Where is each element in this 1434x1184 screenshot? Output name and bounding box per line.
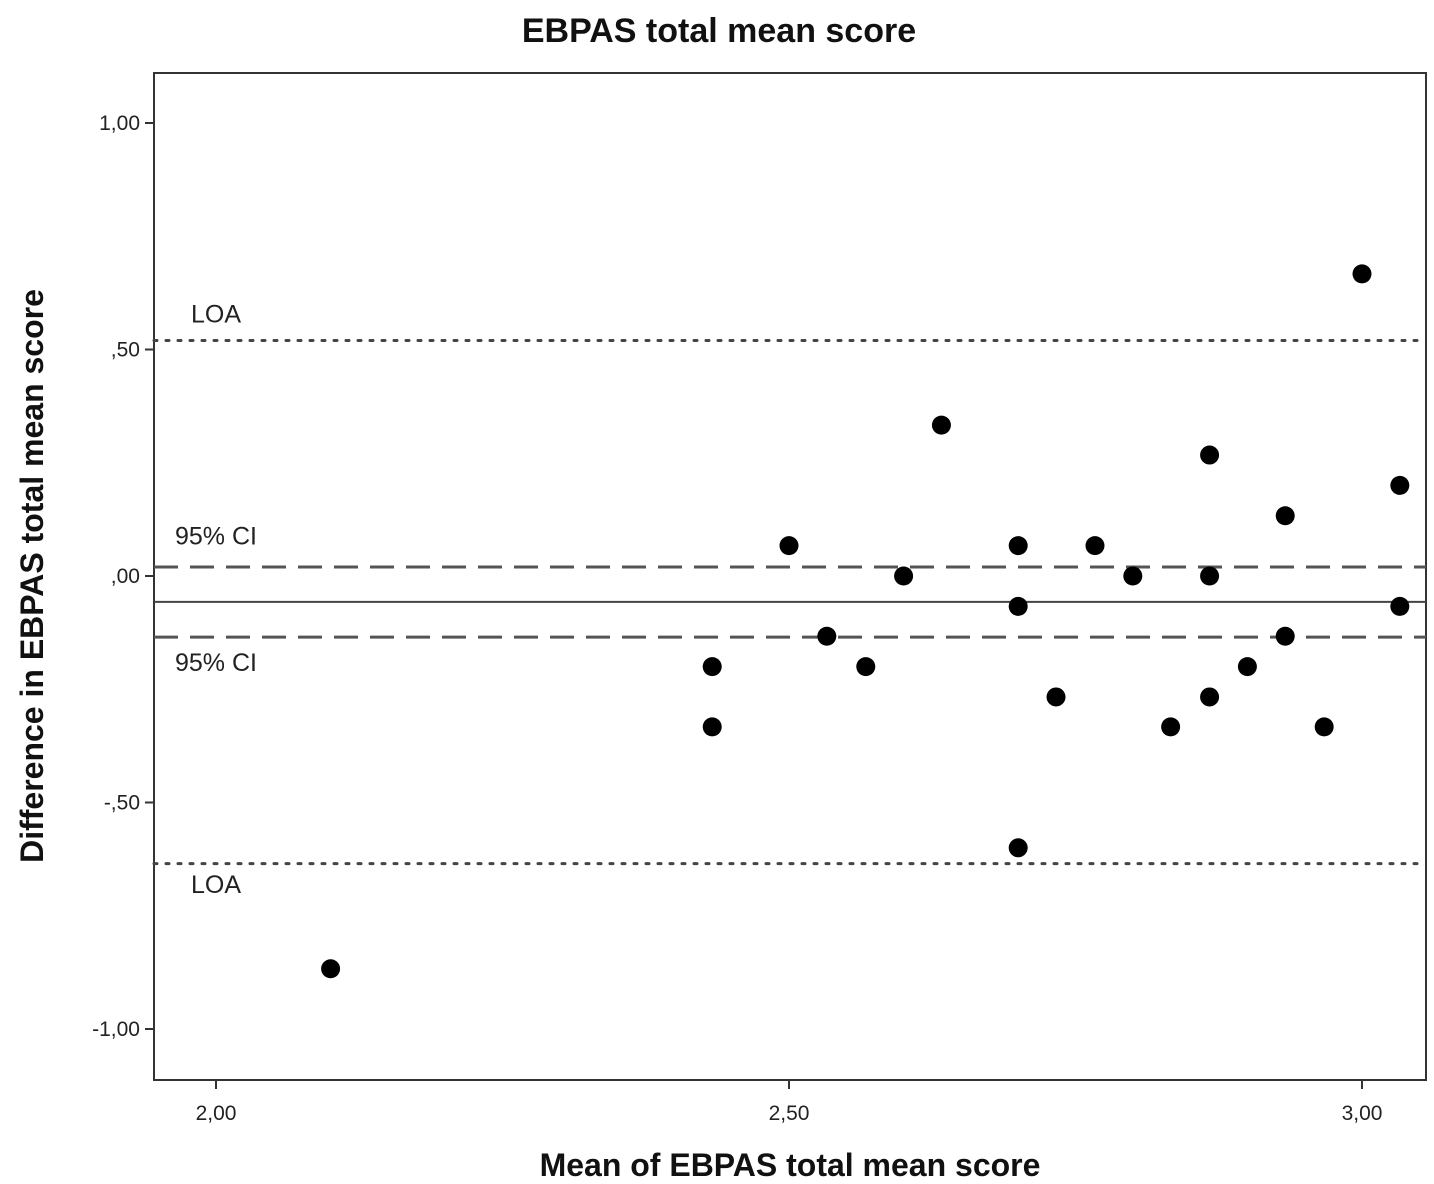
data-point-44 — [1314, 717, 1334, 737]
annotation-label-0: LOA — [191, 300, 241, 328]
y-tick-label-1: ,50 — [111, 339, 140, 362]
y-axis-label: Difference in EBPAS total mean score — [14, 289, 50, 863]
data-point-26 — [1275, 626, 1295, 646]
data-point-3 — [931, 415, 951, 435]
data-point-43 — [1161, 717, 1181, 737]
data-point-22 — [1008, 596, 1028, 616]
data-points — [321, 264, 1410, 979]
y-tick-label-4: -1,00 — [92, 1018, 140, 1041]
data-point-31 — [702, 657, 722, 677]
annotation-label-3: LOA — [191, 871, 241, 899]
y-tick-label-0: 1,00 — [99, 112, 140, 135]
annotation-label-1: 95% CI — [175, 522, 257, 550]
data-point-17 — [894, 566, 914, 586]
data-point-19 — [1200, 566, 1220, 586]
data-point-33 — [1237, 657, 1257, 677]
data-point-32 — [856, 657, 876, 677]
x-tick-label-1: 2,50 — [769, 1102, 810, 1125]
y-tick-label-3: -,50 — [104, 792, 140, 815]
data-point-12 — [1008, 536, 1028, 556]
x-tick-label-2: 3,00 — [1342, 1102, 1383, 1125]
x-axis-label: Mean of EBPAS total mean score — [540, 1147, 1041, 1183]
data-point-13 — [1085, 536, 1105, 556]
data-point-6 — [1390, 475, 1410, 495]
x-tick-label-0: 2,00 — [196, 1102, 237, 1125]
data-point-25 — [817, 626, 837, 646]
plot-frame — [153, 72, 1427, 1081]
data-point-18 — [1123, 566, 1143, 586]
data-point-42 — [702, 717, 722, 737]
chart-title: EBPAS total mean score — [522, 12, 916, 50]
reference-lines — [152, 338, 1428, 866]
data-point-11 — [779, 536, 799, 556]
data-point-48 — [321, 959, 341, 979]
data-point-4 — [1200, 445, 1220, 465]
annotations: LOA 95% CI 95% CI LOA — [175, 300, 257, 899]
y-axis: 1,00 ,50 ,00 -,50 -1,00 — [92, 112, 154, 1041]
data-point-7 — [1275, 506, 1295, 526]
data-point-23 — [1390, 596, 1410, 616]
data-point-47 — [1008, 838, 1028, 858]
x-axis: 2,002,503,003,504,00 — [196, 1080, 1383, 1125]
data-point-37 — [1046, 687, 1066, 707]
data-point-1 — [1352, 264, 1372, 284]
y-tick-label-2: ,00 — [111, 565, 140, 588]
data-point-38 — [1200, 687, 1220, 707]
annotation-label-2: 95% CI — [175, 649, 257, 677]
